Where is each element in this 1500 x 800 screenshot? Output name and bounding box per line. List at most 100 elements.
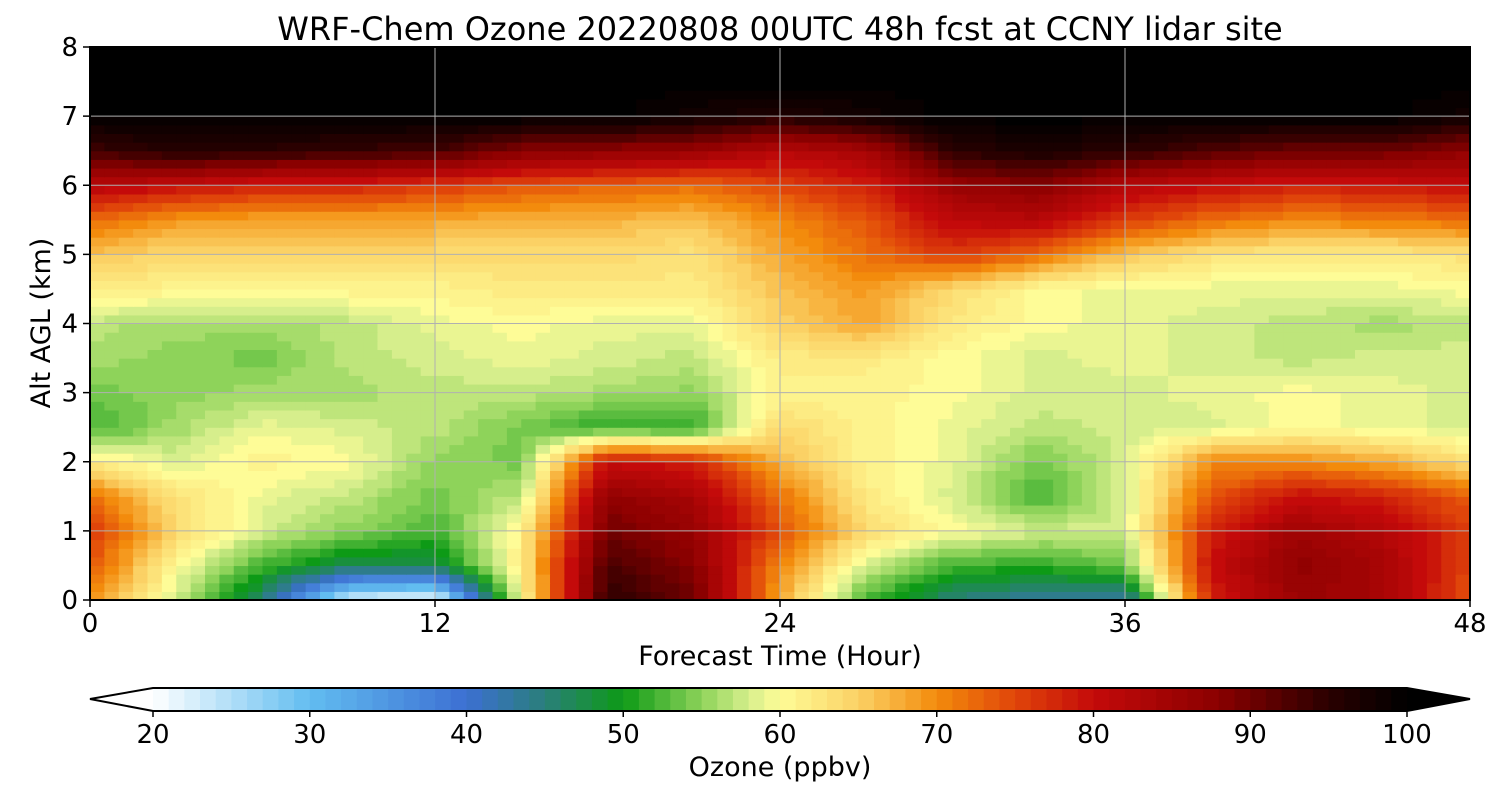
heatmap-cell (420, 565, 436, 575)
heatmap-cell (1168, 530, 1184, 541)
heatmap-cell (966, 435, 982, 446)
heatmap-cell (1383, 366, 1399, 376)
heatmap-cell (377, 219, 393, 230)
heatmap-cell (1225, 202, 1241, 212)
heatmap-cell (1182, 280, 1198, 290)
heatmap-cell (1455, 211, 1471, 221)
heatmap-cell (593, 176, 609, 186)
heatmap-cell (952, 453, 968, 463)
heatmap-cell (1426, 332, 1442, 342)
heatmap-cell (133, 254, 149, 264)
heatmap-cell (808, 539, 824, 549)
heatmap-cell (90, 556, 105, 567)
heatmap-cell (535, 288, 551, 299)
heatmap-cell (320, 470, 335, 480)
heatmap-cell (1398, 280, 1414, 290)
heatmap-cell (1182, 271, 1198, 281)
heatmap-cell (1168, 314, 1184, 325)
heatmap-cell (1426, 297, 1442, 307)
heatmap-cell (1283, 366, 1299, 376)
heatmap-cell (1125, 461, 1140, 471)
heatmap-cell (1283, 513, 1299, 523)
heatmap-cell (133, 582, 149, 592)
heatmap-cell (866, 306, 882, 316)
heatmap-cell (506, 271, 522, 281)
heatmap-cell (1398, 314, 1414, 325)
heatmap-cell (1225, 263, 1241, 273)
heatmap-cell (1225, 349, 1241, 359)
heatmap-cell (923, 582, 939, 592)
heatmap-cell (391, 332, 407, 342)
heatmap-cell (564, 366, 580, 376)
heatmap-cell (693, 582, 709, 592)
heatmap-cell (478, 366, 494, 376)
heatmap-cell (1340, 254, 1356, 264)
heatmap-cell (1182, 530, 1198, 541)
heatmap-cell (1355, 176, 1370, 186)
heatmap-cell (506, 453, 522, 463)
heatmap-cell (1441, 565, 1457, 575)
heatmap-cell (233, 193, 249, 204)
heatmap-cell (866, 409, 882, 420)
heatmap-cell (909, 159, 925, 169)
heatmap-cell (535, 418, 551, 428)
heatmap-cell (176, 539, 192, 549)
heatmap-cell (851, 392, 867, 402)
heatmap-cell (176, 349, 192, 359)
heatmap-cell (966, 211, 982, 221)
heatmap-cell (118, 556, 134, 567)
heatmap-cell (118, 548, 134, 558)
heatmap-cell (1153, 470, 1169, 480)
heatmap-cell (1369, 548, 1385, 558)
heatmap-cell (147, 496, 163, 506)
heatmap-cell (593, 530, 609, 541)
heatmap-cell (1153, 228, 1169, 238)
heatmap-cell (1340, 340, 1356, 351)
heatmap-cell (147, 548, 163, 558)
heatmap-cell (593, 202, 609, 212)
heatmap-cell (909, 565, 925, 575)
heatmap-cell (1297, 254, 1313, 264)
heatmap-cell (205, 323, 220, 333)
heatmap-cell (923, 427, 939, 437)
heatmap-cell (104, 314, 120, 325)
heatmap-cell (1412, 237, 1428, 247)
heatmap-cell (1053, 245, 1069, 255)
heatmap-cell (420, 470, 436, 480)
heatmap-cell (348, 470, 364, 480)
heatmap-cell (895, 263, 910, 273)
heatmap-cell (1096, 167, 1112, 178)
heatmap-cell (1369, 435, 1385, 446)
heatmap-cell (176, 487, 192, 497)
heatmap-cell (406, 314, 422, 325)
heatmap-cell (1340, 479, 1356, 489)
heatmap-cell (1225, 556, 1241, 567)
heatmap-cell (276, 574, 292, 584)
heatmap-cell (607, 332, 623, 342)
heatmap-cell (866, 340, 882, 351)
heatmap-cell (895, 185, 910, 195)
heatmap-cell (435, 366, 450, 376)
heatmap-cell (550, 202, 565, 212)
heatmap-cell (104, 409, 120, 420)
heatmap-cell (1426, 306, 1442, 316)
heatmap-cell (650, 522, 666, 532)
heatmap-cell (276, 582, 292, 592)
heatmap-cell (636, 591, 652, 601)
heatmap-cell (736, 176, 752, 186)
heatmap-cell (1053, 565, 1069, 575)
heatmap-cell (363, 401, 379, 411)
heatmap-cell (161, 556, 177, 567)
heatmap-cell (305, 582, 321, 592)
heatmap-cell (1067, 332, 1083, 342)
heatmap-cell (1168, 427, 1184, 437)
heatmap-cell (650, 193, 666, 204)
heatmap-cell (1268, 332, 1284, 342)
heatmap-cell (938, 254, 954, 264)
heatmap-cell (607, 496, 623, 506)
heatmap-cell (636, 297, 652, 307)
heatmap-cell (1053, 522, 1069, 532)
heatmap-cell (1024, 185, 1040, 195)
heatmap-cell (780, 263, 795, 273)
heatmap-cell (794, 297, 810, 307)
